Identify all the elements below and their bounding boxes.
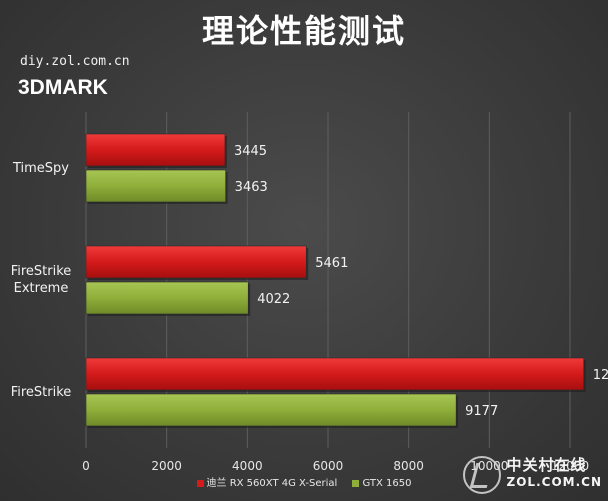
x-tick-label-12000: 12000 — [551, 459, 589, 473]
benchmark-name: 3DMARK — [18, 76, 108, 99]
x-tick-label-8000: 8000 — [393, 459, 424, 473]
x-tick-label-0: 0 — [82, 459, 90, 473]
category-label-2: FireStrike — [2, 384, 80, 401]
watermark-cn: 中关村在线 — [506, 456, 587, 474]
legend-item-series-2: GTX 1650 — [352, 478, 411, 489]
category-label-line: Extreme — [13, 281, 69, 296]
data-label-1-0: 5461 — [315, 256, 348, 271]
bar-timespy-series-1 — [85, 133, 226, 167]
legend-swatch-green — [352, 479, 360, 487]
legend-label-series-1: 迪兰 RX 560XT 4G X-Serial — [206, 478, 338, 489]
data-label-2-0: 12341 — [593, 368, 608, 383]
bar-timespy-series-2 — [85, 169, 226, 203]
legend-swatch-red — [196, 479, 204, 487]
x-tick-label-6000: 6000 — [313, 459, 344, 473]
legend-item-series-1: 迪兰 RX 560XT 4G X-Serial — [196, 474, 338, 489]
bar-firestrike-series-1 — [85, 357, 585, 391]
legend: 迪兰 RX 560XT 4G X-Serial GTX 1650 — [0, 474, 608, 489]
data-label-0-0: 3445 — [234, 144, 267, 159]
data-label-1-1: 4022 — [257, 292, 290, 307]
bar-layer — [85, 133, 586, 428]
category-label-line: FireStrike — [10, 384, 72, 400]
bar-firestrike-extreme-series-1 — [85, 245, 307, 279]
category-label-line: FireStrike — [10, 264, 72, 279]
x-tick-label-4000: 4000 — [232, 459, 263, 473]
category-label-0: TimeSpy — [2, 160, 80, 177]
bar-firestrike-extreme-series-2 — [85, 281, 249, 315]
chart-title: 理论性能测试 — [201, 12, 406, 50]
watermark-en: ZOL.COM.CN — [506, 475, 602, 489]
x-tick-label-2000: 2000 — [151, 459, 182, 473]
data-label-0-1: 3463 — [235, 180, 268, 195]
site-url: diy.zol.com.cn — [20, 54, 130, 69]
data-label-2-1: 9177 — [465, 404, 498, 419]
category-label-1: FireStrike Extreme — [2, 263, 80, 297]
bar-firestrike-series-2 — [85, 393, 457, 427]
category-label-line: TimeSpy — [12, 160, 69, 176]
legend-label-series-2: GTX 1650 — [362, 478, 412, 489]
zol-logo-icon — [462, 456, 501, 494]
zol-watermark: 中关村在线 ZOL.COM.CN — [462, 454, 602, 494]
